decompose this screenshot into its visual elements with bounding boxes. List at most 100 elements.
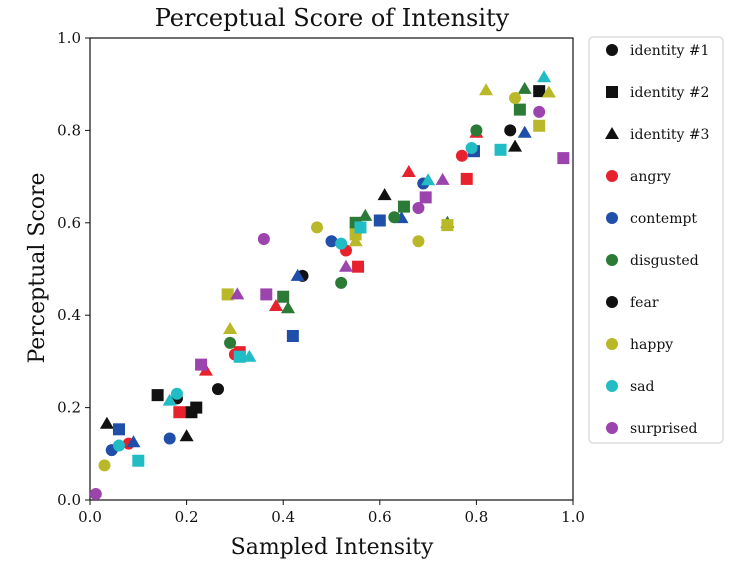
legend-marker-identity-2 — [606, 86, 618, 98]
data-point-contempt — [126, 435, 141, 448]
legend-item-identity-2: identity #2 — [606, 85, 709, 101]
data-point-contempt — [286, 329, 299, 342]
legend-label: disgusted — [630, 253, 699, 269]
data-point-happy — [541, 85, 556, 98]
legend: identity #1 identity #2 identity #3 angry co… — [588, 36, 724, 444]
legend-box — [588, 36, 724, 444]
legend-item-surprised: surprised — [606, 421, 697, 437]
y-tick-label: 0.8 — [57, 121, 81, 139]
data-point-surprised — [412, 202, 425, 215]
chart-title: Perceptual Score of Intensity — [155, 4, 510, 32]
x-axis-title: Sampled Intensity — [231, 535, 434, 560]
legend-marker-contempt — [606, 212, 618, 224]
x-tick-label: 1.0 — [561, 508, 585, 526]
data-point-sad — [242, 349, 257, 362]
legend-label: contempt — [630, 211, 697, 227]
data-point-surprised — [89, 487, 102, 500]
data-point-disgusted — [397, 200, 410, 213]
data-point-surprised — [230, 287, 245, 300]
data-point-disgusted — [388, 211, 401, 224]
legend-marker-fear — [606, 296, 618, 308]
data-point-angry — [401, 164, 416, 177]
data-point-happy — [441, 219, 454, 232]
data-point-disgusted — [513, 103, 526, 116]
data-point-contempt — [290, 268, 305, 281]
data-point-surprised — [195, 358, 208, 371]
legend-marker-identity-1 — [606, 44, 618, 56]
data-point-surprised — [533, 105, 546, 118]
legend-marker-happy — [606, 338, 618, 350]
legend-marker-identity-3 — [605, 127, 619, 139]
data-point-angry — [455, 149, 468, 162]
data-point-identity-3 — [179, 429, 194, 442]
data-point-contempt — [112, 423, 125, 436]
data-point-sad — [112, 439, 125, 452]
data-point-sad — [170, 387, 183, 400]
y-tick-label: 0.0 — [57, 491, 81, 509]
legend-marker-angry — [606, 170, 618, 182]
legend-label: identity #1 — [630, 43, 709, 59]
y-axis-title: Perceptual Score — [25, 172, 50, 363]
legend-label: fear — [630, 295, 659, 311]
data-point-contempt — [163, 432, 176, 445]
data-point-surprised — [435, 172, 450, 185]
data-point-happy — [533, 119, 546, 132]
data-point-contempt — [325, 235, 338, 248]
data-point-sad — [132, 454, 145, 467]
legend-item-fear: fear — [606, 295, 659, 311]
data-point-sad — [465, 141, 478, 154]
legend-item-contempt: contempt — [606, 211, 697, 227]
data-point-sad — [335, 237, 348, 250]
data-point-happy — [221, 288, 234, 301]
data-point-disgusted — [358, 208, 373, 221]
y-tick-label: 0.2 — [57, 399, 81, 417]
data-point-happy — [311, 221, 324, 234]
data-point-happy — [348, 234, 363, 247]
data-point-disgusted — [517, 81, 532, 94]
data-point-angry — [173, 406, 186, 419]
legend-label: surprised — [630, 421, 697, 437]
data-point-contempt — [517, 125, 532, 138]
legend-item-identity-1: identity #1 — [606, 43, 709, 59]
data-point-happy — [479, 83, 494, 96]
legend-item-happy: happy — [606, 337, 673, 353]
legend-label: identity #3 — [630, 127, 709, 143]
legend-label: identity #2 — [630, 85, 709, 101]
legend-marker-disgusted — [606, 254, 618, 266]
data-point-disgusted — [277, 290, 290, 303]
data-point-identity-3 — [99, 416, 114, 429]
data-point-surprised — [557, 152, 570, 165]
y-tick-label: 0.6 — [57, 214, 81, 232]
data-point-surprised — [260, 288, 273, 301]
plot-frame — [89, 37, 574, 501]
plot-area: 0.0 0.2 0.4 0.6 0.8 1.0 0.0 0.2 0.4 0.6 0.8 1.0 — [57, 29, 585, 526]
data-point-sad — [354, 221, 367, 234]
data-point-sad — [162, 393, 177, 406]
y-tick-label: 0.4 — [57, 306, 81, 324]
data-point-identity-2 — [190, 401, 203, 414]
legend-item-angry: angry — [606, 169, 671, 185]
data-point-happy — [509, 92, 522, 105]
x-axis: 0.0 0.2 0.4 0.6 0.8 1.0 — [78, 500, 585, 526]
legend-label: happy — [630, 337, 673, 353]
x-tick-label: 0.8 — [464, 508, 488, 526]
data-point-surprised — [419, 191, 432, 204]
x-tick-label: 0.4 — [271, 508, 295, 526]
data-point-identity-3 — [377, 188, 392, 201]
data-point-identity-3 — [508, 139, 523, 152]
legend-marker-surprised — [606, 422, 618, 434]
legend-label: sad — [630, 379, 655, 395]
x-tick-label: 0.6 — [368, 508, 392, 526]
data-point-surprised — [257, 232, 270, 245]
data-point-identity-2 — [533, 85, 546, 98]
legend-label: angry — [630, 169, 671, 185]
data-point-angry — [352, 260, 365, 273]
y-tick-label: 1.0 — [57, 29, 81, 47]
y-axis: 0.0 0.2 0.4 0.6 0.8 1.0 — [57, 29, 90, 509]
data-point-happy — [412, 235, 425, 248]
x-tick-label: 0.2 — [175, 508, 199, 526]
legend-item-sad: sad — [606, 379, 655, 395]
data-point-angry — [460, 172, 473, 185]
data-point-disgusted — [470, 124, 483, 137]
